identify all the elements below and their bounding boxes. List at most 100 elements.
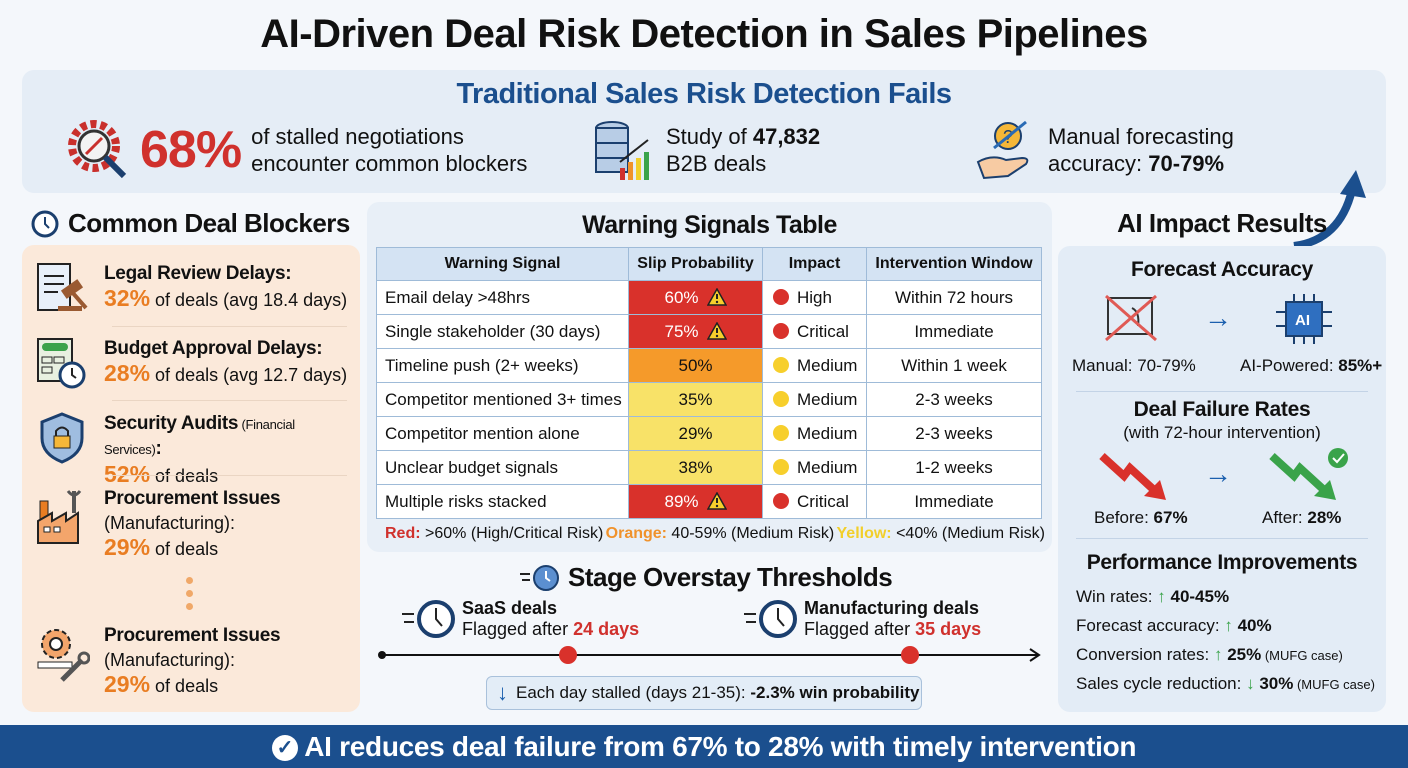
impact-dot-icon — [773, 322, 789, 339]
stall-callout: ↓ Each day stalled (days 21-35): -2.3% w… — [486, 676, 922, 710]
probability-cell: 29% — [628, 416, 763, 451]
stat-manual-line1: Manual forecasting — [1048, 124, 1234, 149]
ai-impact-heading: AI Impact Results — [1117, 208, 1327, 238]
mfg-flag: Flagged after 35 days — [804, 619, 982, 639]
table-row: Competitor mentioned 3+ times 35% Medium… — [376, 382, 1042, 417]
warning-icon — [706, 491, 727, 510]
impact-dot-icon — [773, 288, 789, 305]
database-chart-icon — [595, 121, 649, 180]
warning-panel: Warning Signals Table Warning Signal Sli… — [367, 202, 1052, 552]
mfg-title: Manufacturing deals — [804, 598, 980, 618]
probability-cell: 50% — [628, 348, 763, 383]
blocker-budget: Budget Approval Delays: 28% of deals (avg… — [34, 337, 354, 389]
impact-dot-icon — [773, 458, 789, 475]
window-cell: 2-3 weeks — [866, 416, 1042, 451]
performance-item: Forecast accuracy: ↑ 40% — [1076, 616, 1272, 635]
blockers-panel: Legal Review Delays: 32% of deals (avg 18… — [22, 245, 360, 712]
probability-cell: 75% — [628, 314, 763, 349]
divider — [112, 475, 347, 476]
hand-question-icon: ? — [976, 120, 1029, 180]
window-cell: Within 72 hours — [866, 280, 1042, 315]
impact-cell: Medium — [762, 450, 867, 485]
column-header: Impact — [762, 247, 867, 281]
blocker-title: Security Audits (Financial Services): — [104, 413, 295, 459]
stat-stalled-line1: of stalled negotiations — [251, 124, 464, 149]
budget-calculator-clock-icon — [37, 338, 86, 389]
traditional-heading: Traditional Sales Risk Detection Fails — [456, 78, 952, 110]
ai-accuracy: AI-Powered: 85%+ — [1240, 356, 1383, 375]
arrow-up-icon: ↑ — [1157, 587, 1166, 606]
failure-heading: Deal Failure Rates — [1133, 398, 1311, 421]
warning-icon — [706, 321, 727, 340]
table-row: Email delay >48hrs 60% High Within 72 ho… — [376, 280, 1042, 315]
stat-stalled: 68% of stalled negotiations encounter com… — [66, 118, 527, 182]
blocker-stat: 32% of deals (avg 18.4 days) — [104, 285, 348, 311]
manual-accuracy: Manual: 70-79% — [1072, 356, 1196, 375]
performance-heading: Performance Improvements — [1086, 551, 1358, 574]
blockers-heading-text: Common Deal Blockers — [68, 208, 350, 238]
impact-cell: Critical — [762, 484, 867, 519]
blocker-title: Legal Review Delays: — [104, 263, 292, 284]
table-row: Unclear budget signals 38% Medium 1-2 we… — [376, 450, 1042, 485]
window-cell: Immediate — [866, 314, 1042, 349]
stall-callout-text: Each day stalled (days 21-35): -2.3% win… — [516, 683, 920, 702]
blocker-sub: (Manufacturing): — [104, 513, 236, 533]
signal-cell: Unclear budget signals — [376, 450, 629, 485]
saas-threshold: SaaS deals Flagged after 24 days — [400, 598, 639, 640]
signal-cell: Single stakeholder (30 days) — [376, 314, 629, 349]
blocker-stat: 29% of deals — [104, 534, 219, 560]
column-header: Intervention Window — [866, 247, 1042, 281]
impact-dot-icon — [773, 356, 789, 373]
banner-text: AI reduces deal failure from 67% to 28% … — [304, 731, 1137, 762]
arrow-right-icon: → — [1204, 458, 1232, 489]
table-row: Multiple risks stacked 89% Critical Imme… — [376, 484, 1042, 519]
shield-lock-icon — [40, 412, 84, 464]
divider — [112, 326, 347, 327]
arrow-down-icon: ↓ — [1246, 674, 1255, 693]
performance-item: Sales cycle reduction: ↓ 30% (MUFG case) — [1076, 674, 1375, 693]
saas-flag: Flagged after 24 days — [462, 619, 640, 639]
legend-item: Red: >60% (High/Critical Risk) — [385, 525, 604, 542]
probability-cell: 35% — [628, 382, 763, 417]
ai-chip-icon: AI — [1276, 294, 1332, 344]
divider — [112, 400, 347, 401]
saas-marker — [559, 646, 577, 664]
probability-cell: 60% — [628, 280, 763, 315]
warning-table-heading: Warning Signals Table — [582, 211, 837, 239]
ai-impact-panel: Forecast Accuracy → AI Manual: 70-79% AI… — [1058, 246, 1386, 712]
signal-cell: Email delay >48hrs — [376, 280, 629, 315]
page-title: AI-Driven Deal Risk Detection in Sales P… — [260, 12, 1148, 56]
column-header: Slip Probability — [628, 247, 763, 281]
performance-item: Conversion rates: ↑ 25% (MUFG case) — [1076, 645, 1343, 664]
summary-banner: ✓ AI reduces deal failure from 67% to 28… — [0, 725, 1408, 768]
table-row: Timeline push (2+ weeks) 50% Medium With… — [376, 348, 1042, 383]
clock-icon — [31, 210, 59, 237]
fast-clock-icon — [402, 600, 455, 638]
ellipsis-dots — [186, 577, 194, 610]
window-cell: Immediate — [866, 484, 1042, 519]
blocker-title: Budget Approval Delays: — [104, 338, 323, 359]
stat-study: Study of 47,832 B2B deals — [592, 118, 820, 182]
impact-cell: High — [762, 280, 867, 315]
impact-cell: Critical — [762, 314, 867, 349]
failure-sub: (with 72-hour intervention) — [1123, 423, 1321, 442]
stat-stalled-value: 68% — [140, 121, 242, 179]
legend-item: Yellow: <40% (Medium Risk) — [836, 525, 1046, 542]
blocker-stat: 52% of deals — [104, 461, 219, 487]
blockers-heading: Common Deal Blockers — [30, 208, 350, 239]
blocker-stat: 29% of deals — [104, 671, 219, 697]
trend-arrow-icon — [1293, 170, 1366, 250]
overstay-heading: Stage Overstay Thresholds — [518, 562, 893, 593]
gear-wrench-icon — [37, 629, 90, 682]
stat-stalled-line2: encounter common blockers — [251, 151, 528, 176]
table-row: Competitor mention alone 29% Medium 2-3 … — [376, 416, 1042, 451]
blocker-procurement: Procurement Issues (Manufacturing): 29% of… — [34, 487, 354, 561]
decline-arrow-green-check-icon — [1269, 448, 1348, 500]
probability-cell: 38% — [628, 450, 763, 485]
blocker-title: Procurement Issues — [104, 625, 281, 646]
check-circle-icon: ✓ — [271, 735, 298, 761]
signal-cell: Multiple risks stacked — [376, 484, 629, 519]
arrow-right-icon: → — [1204, 302, 1232, 333]
warning-icon — [706, 287, 727, 306]
signal-cell: Competitor mention alone — [376, 416, 629, 451]
